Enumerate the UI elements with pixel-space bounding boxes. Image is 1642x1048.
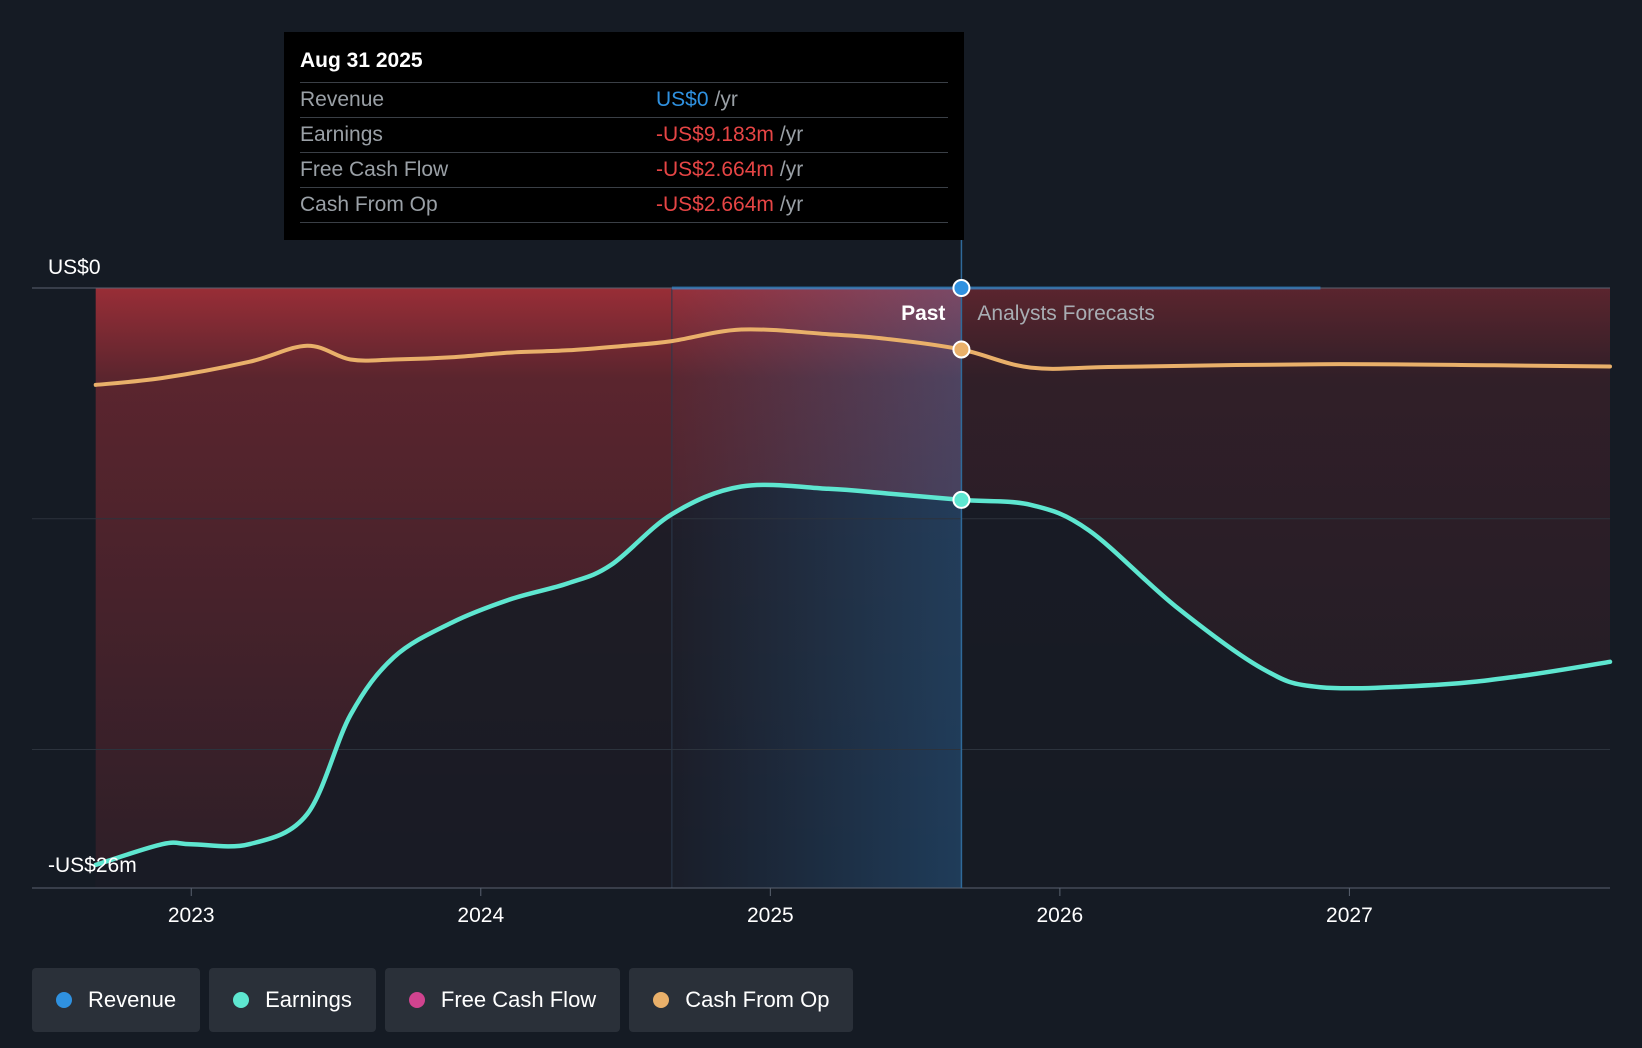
legend-item-free-cash-flow[interactable]: Free Cash Flow xyxy=(384,968,621,1032)
tooltip-label: Revenue xyxy=(300,88,385,111)
free-cash-flow-dot-icon xyxy=(408,992,425,1008)
legend-label: Revenue xyxy=(88,987,177,1012)
legend-label: Cash From Op xyxy=(685,987,830,1012)
tooltip-row-free-cash-flow: Free Cash Flow -US$2.664m /yr xyxy=(300,153,948,188)
legend-item-earnings[interactable]: Earnings xyxy=(209,968,376,1032)
forecast-label: Analysts Forecasts xyxy=(977,302,1154,325)
tooltip: Aug 31 2025 Revenue US$0 /yr Earnings -U… xyxy=(284,32,964,240)
cash-from-op-dot-icon xyxy=(653,992,670,1008)
tooltip-unit: /yr xyxy=(779,193,804,216)
tooltip-value: US$0 xyxy=(656,88,709,111)
legend-item-revenue[interactable]: Revenue xyxy=(32,968,201,1032)
tooltip-date: Aug 31 2025 xyxy=(300,46,948,83)
y-axis-top-label: US$0 xyxy=(48,256,101,279)
tooltip-value: -US$2.664m xyxy=(656,158,774,181)
legend: Revenue Earnings Free Cash Flow Cash Fro… xyxy=(32,968,854,1032)
tooltip-row-cash-from-op: Cash From Op -US$2.664m /yr xyxy=(300,188,948,223)
tooltip-label: Cash From Op xyxy=(300,193,438,216)
x-tick-label: 2025 xyxy=(747,904,794,927)
tooltip-unit: /yr xyxy=(779,158,804,181)
tooltip-label: Free Cash Flow xyxy=(300,158,449,181)
x-tick-label: 2024 xyxy=(457,904,504,927)
earnings-dot-icon xyxy=(233,992,250,1008)
earnings-point xyxy=(952,490,971,509)
cash-from-op-line xyxy=(93,327,1612,387)
tooltip-value: -US$9.183m xyxy=(656,123,774,146)
tooltip-row-earnings: Earnings -US$9.183m /yr xyxy=(300,118,948,153)
legend-item-cash-from-op[interactable]: Cash From Op xyxy=(629,968,854,1032)
tooltip-value: -US$2.664m xyxy=(656,193,774,216)
legend-label: Earnings xyxy=(265,987,352,1012)
tooltip-label: Earnings xyxy=(300,123,383,146)
tooltip-unit: /yr xyxy=(714,88,738,111)
tooltip-unit: /yr xyxy=(779,123,804,146)
revenue-point xyxy=(952,279,971,297)
revenue-dot-icon xyxy=(56,992,72,1008)
cash-from-op-point xyxy=(952,340,971,359)
highlight-band xyxy=(671,288,962,888)
x-tick-label: 2027 xyxy=(1326,904,1373,927)
x-tick-label: 2026 xyxy=(1037,904,1084,927)
past-label: Past xyxy=(901,302,945,325)
earnings-line xyxy=(93,482,1613,868)
y-axis-bottom-label: -US$26m xyxy=(48,854,137,877)
legend-label: Free Cash Flow xyxy=(440,987,597,1012)
x-tick-label: 2023 xyxy=(168,904,215,927)
tooltip-row-revenue: Revenue US$0 /yr xyxy=(300,83,948,118)
